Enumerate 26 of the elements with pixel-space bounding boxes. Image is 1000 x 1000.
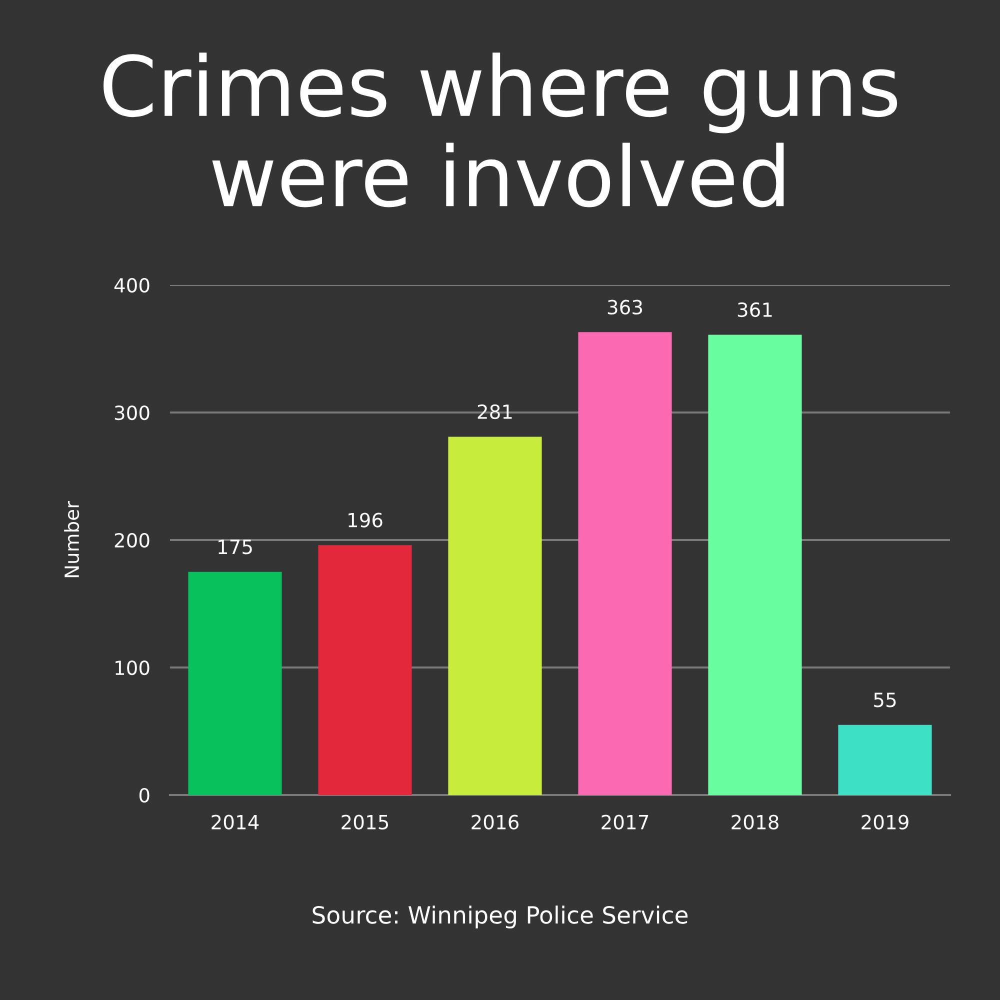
x-tick-label: 2014: [212, 814, 259, 830]
data-label: 361: [738, 302, 772, 318]
y-tick-label: 300: [114, 405, 150, 420]
data-label: 363: [608, 300, 642, 315]
y-axis-title: Number: [64, 500, 80, 578]
data-label: 196: [348, 512, 382, 528]
x-tick-label: 2017: [602, 814, 648, 830]
x-tick-label: 2015: [342, 814, 388, 830]
y-tick-label: 0: [139, 788, 150, 803]
x-tick-label: 2018: [732, 814, 778, 830]
chart-title: Crimes where guns were involved: [104, 52, 898, 208]
data-label: 281: [478, 404, 512, 420]
y-tick-label: 100: [116, 660, 150, 676]
source-note: Source: Winnipeg Police Service: [312, 906, 688, 928]
bar: [578, 332, 672, 795]
data-label: 55: [874, 692, 896, 708]
bar: [318, 545, 412, 795]
bar: [188, 572, 282, 795]
bar: [708, 334, 802, 795]
y-tick-label: 200: [114, 532, 150, 548]
x-tick-label: 2019: [862, 814, 908, 830]
data-label: 175: [218, 540, 252, 554]
bar: [838, 724, 932, 795]
y-tick-label: 400: [114, 278, 150, 293]
x-tick-label: 2016: [472, 814, 519, 830]
bar: [448, 436, 542, 795]
